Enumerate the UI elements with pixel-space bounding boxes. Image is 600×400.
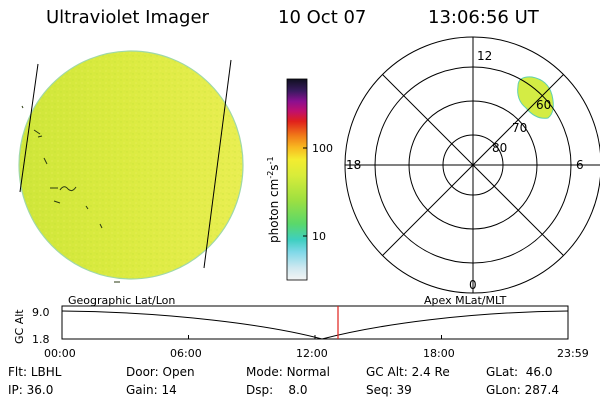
status-seq: Seq: 39 (366, 384, 412, 396)
status-gain-value: 14 (161, 383, 177, 397)
aurora-blob (517, 76, 554, 119)
colorbar-gradient (286, 78, 308, 281)
apex-panel-label: Apex MLat/MLT (424, 294, 507, 307)
terminator-right (203, 59, 232, 269)
status-ip-label: IP: (8, 383, 23, 397)
status-glon-value: 287.4 (524, 383, 559, 397)
timeline-xlabel-1200: 12:00 (296, 347, 328, 360)
status-gain-label: Gain: (126, 383, 158, 397)
status-glon: GLon: 287.4 (486, 384, 559, 396)
status-glat-value: 46.0 (525, 365, 553, 379)
status-glon-label: GLon: (486, 383, 521, 397)
observation-time: 13:06:56 UT (428, 7, 539, 28)
timeline-xlabel-0600: 06:00 (170, 347, 202, 360)
status-dsp: Dsp: 8.0 (246, 384, 308, 396)
altitude-curve (61, 310, 569, 340)
coastline-marks (21, 105, 120, 283)
status-mode-value: Normal (286, 365, 330, 379)
status-glat: GLat: 46.0 (486, 366, 552, 378)
timeline-xlabel-1800: 18:00 (423, 347, 455, 360)
colorbar-unit-label: photon cm-2s-1 (266, 156, 281, 243)
status-gc-alt-label: GC Alt: (366, 365, 408, 379)
status-door-label: Door: (126, 365, 159, 379)
status-gc-alt-value: 2.4 Re (411, 365, 450, 379)
instrument-title: Ultraviolet Imager (46, 7, 209, 28)
timeline-y-label: GC Alt (13, 309, 26, 344)
spoke-diagonal-b (382, 74, 564, 256)
colorbar-tick-label-10: 10 (312, 230, 326, 243)
status-filter-label: Flt: (8, 365, 27, 379)
status-filter: Flt: LBHL (8, 366, 61, 378)
dial-spokes (345, 37, 600, 293)
polar-dial: 12 6 0 18 80 70 60 (344, 36, 600, 294)
status-dsp-value: 8.0 (288, 383, 308, 397)
status-mode: Mode: Normal (246, 366, 330, 378)
observation-date: 10 Oct 07 (278, 7, 367, 28)
timeline-frame (61, 305, 569, 340)
unit-exponent-cm: -2 (266, 171, 275, 179)
timeline-ytick-bottom: 1.8 (32, 333, 50, 346)
status-seq-value: 39 (396, 383, 412, 397)
status-mode-label: Mode: (246, 365, 283, 379)
geographic-disk-image (18, 50, 244, 283)
mlat-label-70: 70 (512, 121, 527, 135)
timeline-xlabel-2359: 23:59 (557, 347, 589, 360)
colorbar: 100 10 photon cm-2s-1 (266, 78, 333, 281)
unit-prefix: photon cm (267, 179, 281, 243)
mlt-label-18: 18 (346, 158, 361, 172)
status-gc-alt: GC Alt: 2.4 Re (366, 366, 450, 378)
status-seq-label: Seq: (366, 383, 393, 397)
mlt-label-12: 12 (477, 49, 492, 63)
status-dsp-label: Dsp: (246, 383, 274, 397)
mlt-label-6: 6 (576, 158, 584, 172)
timeline-ytick-top: 9.0 (32, 306, 50, 319)
mlt-label-0: 0 (469, 278, 477, 292)
terminator-left (19, 63, 39, 193)
disk-rim (18, 50, 244, 280)
status-gain: Gain: 14 (126, 384, 177, 396)
status-ip: IP: 36.0 (8, 384, 53, 396)
status-door: Door: Open (126, 366, 195, 378)
status-door-value: Open (162, 365, 195, 379)
status-glat-label: GLat: (486, 365, 519, 379)
status-filter-value: LBHL (30, 365, 62, 379)
unit-seconds: s (267, 164, 281, 170)
mlat-label-80: 80 (492, 141, 507, 155)
timeline-xlabel-0000: 00:00 (44, 347, 76, 360)
colorbar-tick-label-100: 100 (312, 142, 333, 155)
status-ip-value: 36.0 (26, 383, 54, 397)
geographic-panel-label: Geographic Lat/Lon (68, 294, 176, 307)
mlat-label-60: 60 (536, 98, 551, 112)
disk-texture (19, 51, 243, 279)
unit-exponent-s: -1 (266, 156, 275, 164)
